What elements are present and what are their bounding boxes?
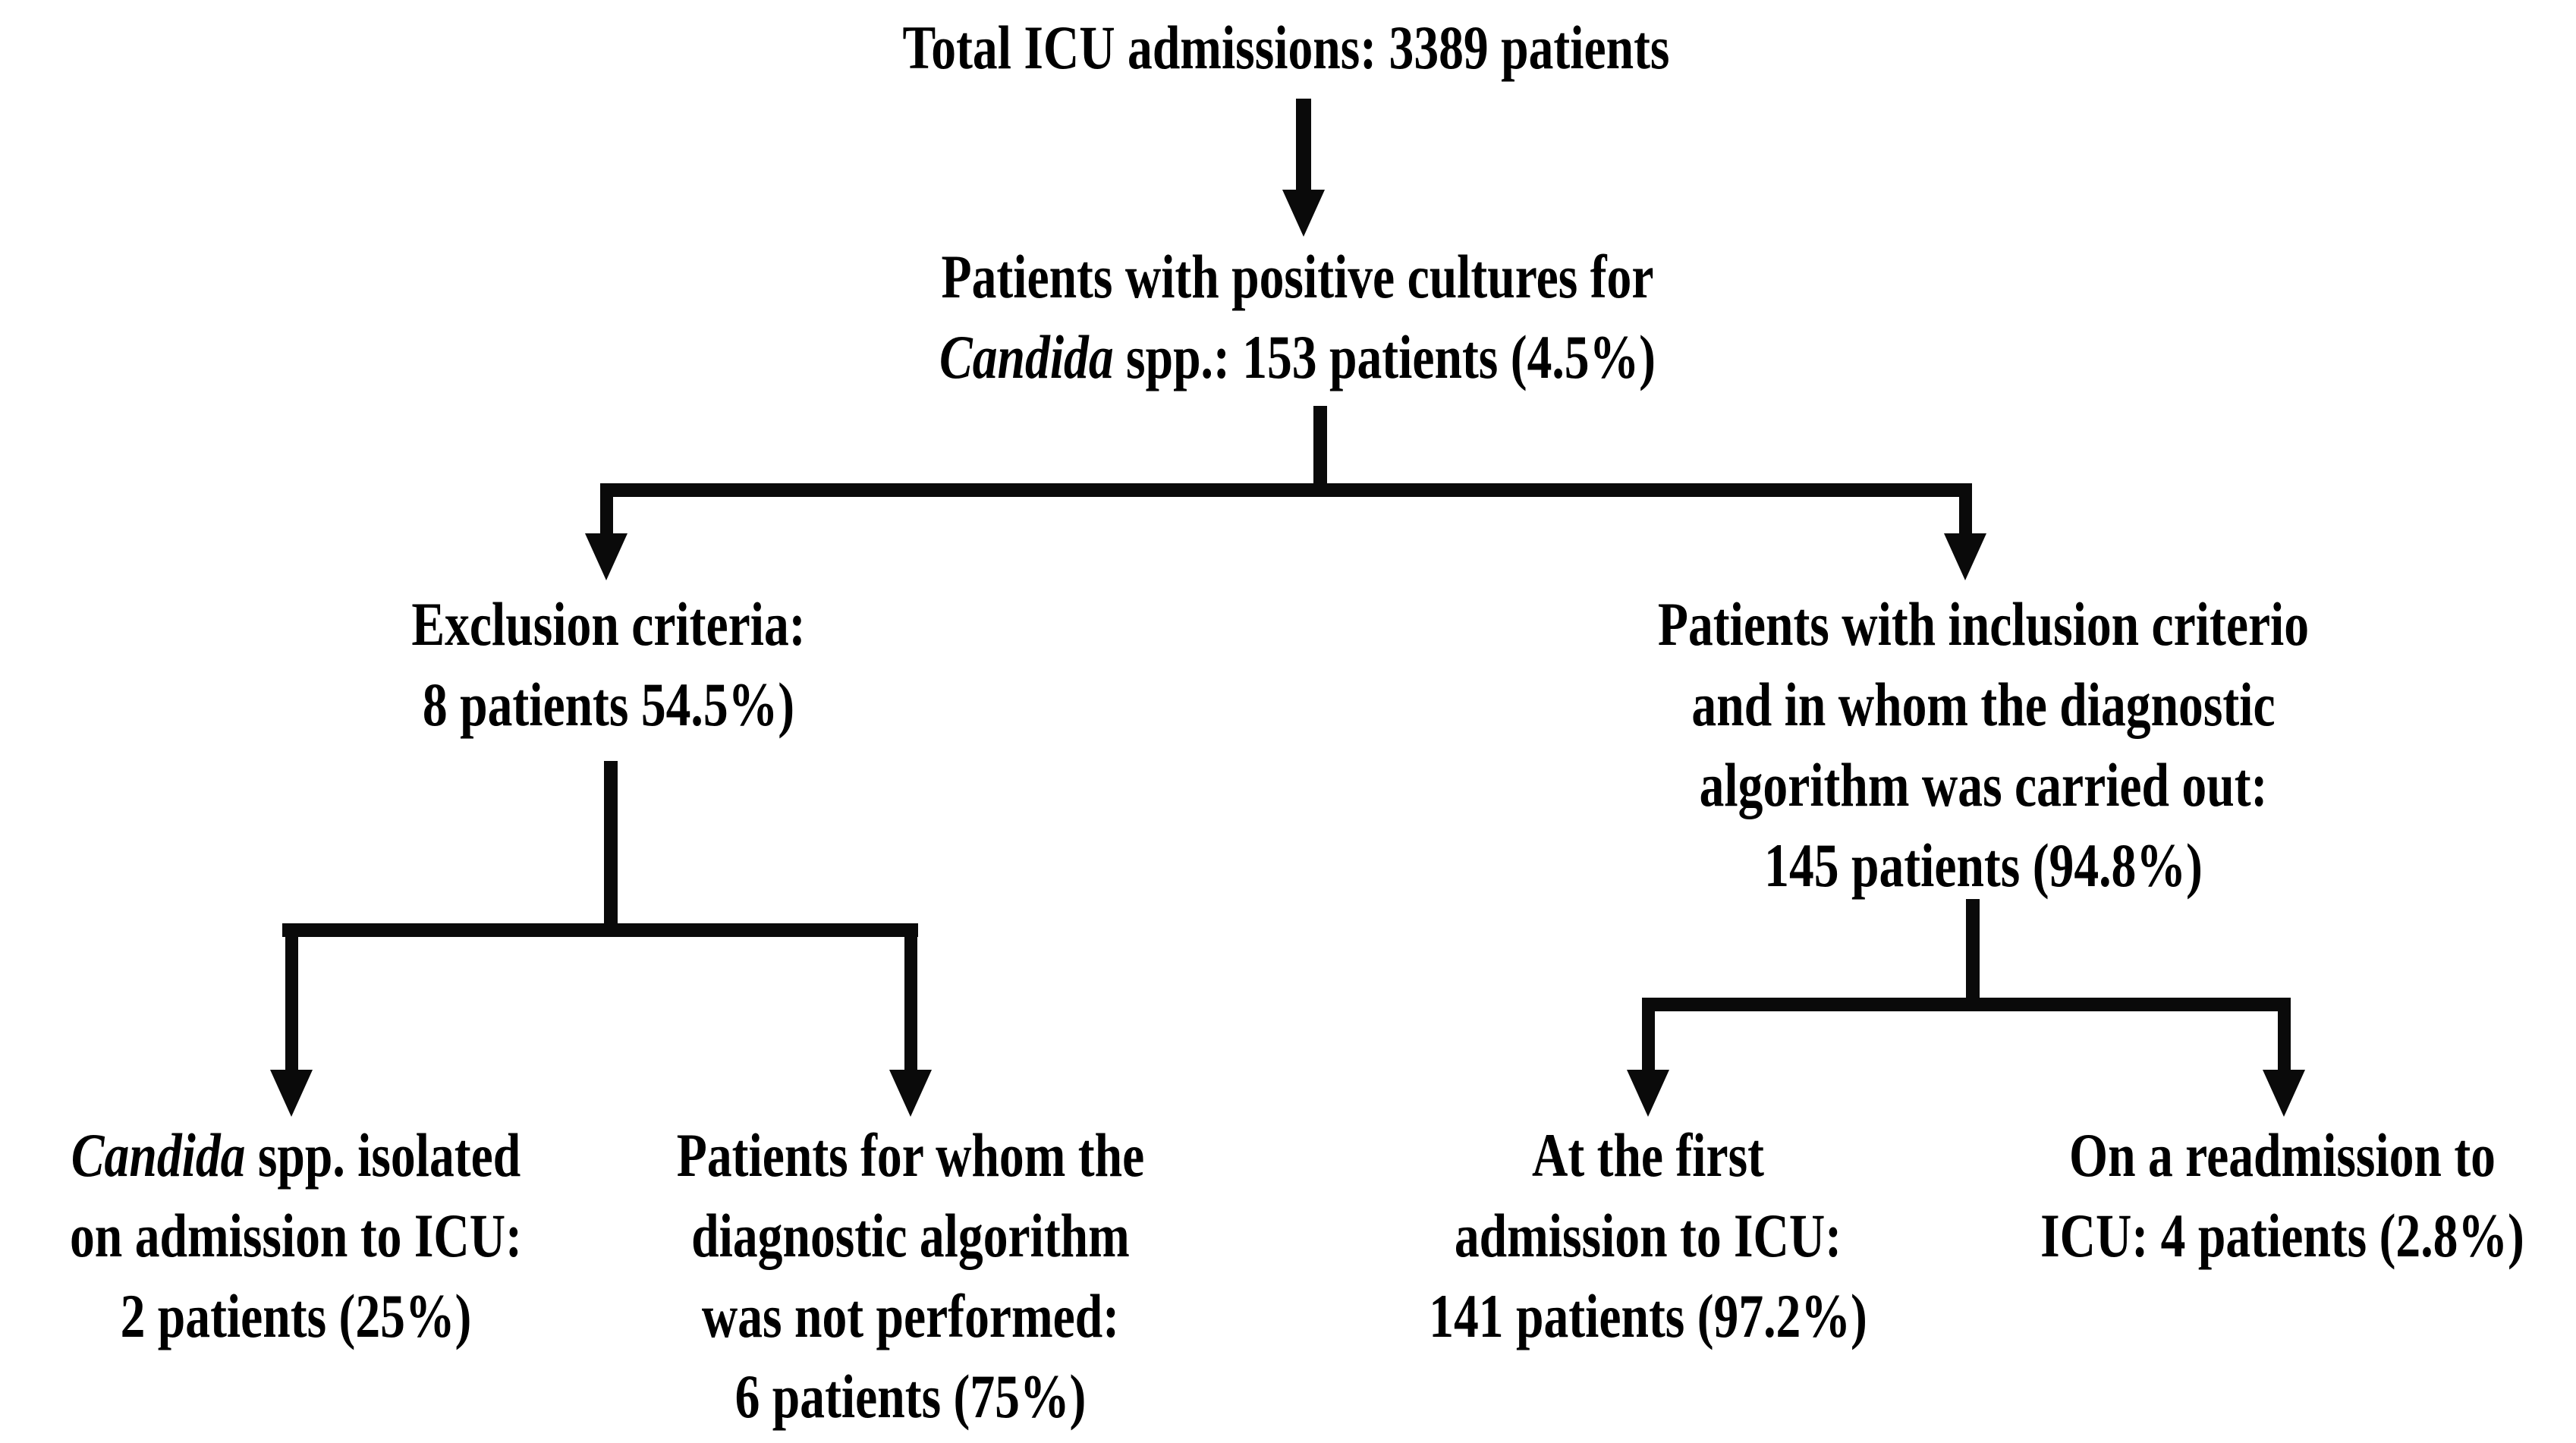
- text-line: admission to ICU:: [1429, 1196, 1867, 1276]
- text-segment: spp. isolated: [245, 1121, 521, 1190]
- text-segment: On a readmission to: [2069, 1121, 2496, 1190]
- text-segment: algorithm was carried out:: [1699, 750, 2268, 819]
- text-line: and in whom the diagnostic: [1658, 665, 2309, 745]
- text-segment: ICU: 4 patients (2.8%): [2040, 1201, 2524, 1270]
- text-segment: 8 patients 54.5%): [422, 670, 795, 739]
- text-line: algorithm was carried out:: [1658, 745, 2309, 825]
- text-line: 2 patients (25%): [70, 1276, 522, 1357]
- text-line: diagnostic algorithm: [677, 1196, 1144, 1276]
- node-candida-isolated-on-admission: Candida spp. isolated on admission to ICU…: [70, 1115, 522, 1357]
- connector-bar-split2: [282, 923, 918, 937]
- node-inclusion-criteria: Patients with inclusion criterio and in w…: [1658, 584, 2309, 906]
- italic-text-segment: Candida: [939, 322, 1114, 391]
- connector-stem-cultures: [1313, 406, 1327, 486]
- connector-drop-split1-right: [1959, 497, 1972, 535]
- text-segment: Exclusion criteria:: [411, 589, 806, 659]
- text-segment: 6 patients (75%): [734, 1362, 1087, 1431]
- text-line: 145 patients (94.8%): [1658, 825, 2309, 906]
- text-line: On a readmission to: [2040, 1115, 2524, 1196]
- node-readmission: On a readmission to ICU: 4 patients (2.8%…: [2040, 1115, 2524, 1276]
- text-segment: on admission to ICU:: [70, 1201, 522, 1270]
- node-total-icu-admissions: Total ICU admissions: 3389 patients: [903, 8, 1670, 88]
- text-line: on admission to ICU:: [70, 1196, 522, 1276]
- text-line: At the first: [1429, 1115, 1867, 1196]
- connector-drop-split1-left: [600, 497, 613, 535]
- arrowhead-total-to-cultures: [1282, 190, 1325, 237]
- text-segment: was not performed:: [701, 1281, 1120, 1350]
- text-segment: Patients with inclusion criterio: [1657, 589, 2310, 659]
- text-line: Total ICU admissions: 3389 patients: [903, 8, 1670, 88]
- text-line: 141 patients (97.2%): [1429, 1276, 1867, 1357]
- text-line: ICU: 4 patients (2.8%): [2040, 1196, 2524, 1276]
- text-segment: and in whom the diagnostic: [1691, 670, 2276, 739]
- text-segment: admission to ICU:: [1454, 1201, 1842, 1270]
- connector-drop-split3-left: [1642, 1011, 1655, 1073]
- arrowhead-algorithm-not-performed: [889, 1070, 932, 1117]
- text-line: Patients for whom the: [677, 1115, 1144, 1196]
- italic-text-segment: Candida: [71, 1121, 246, 1190]
- arrowhead-first-admission: [1627, 1070, 1669, 1117]
- text-segment: 2 patients (25%): [120, 1281, 472, 1350]
- connector-bar-split3: [1642, 998, 2291, 1011]
- text-segment: 145 patients (94.8%): [1764, 831, 2203, 900]
- arrowhead-exclusion: [585, 533, 627, 580]
- text-line: Patients with positive cultures for: [939, 237, 1656, 317]
- arrowhead-candida-isolated: [270, 1070, 313, 1117]
- text-segment: spp.: 153 patients (4.5%): [1113, 322, 1656, 391]
- text-segment: Total ICU admissions: 3389 patients: [902, 13, 1670, 82]
- text-segment: diagnostic algorithm: [691, 1201, 1130, 1270]
- text-line: Patients with inclusion criterio: [1658, 584, 2309, 665]
- arrow-shaft-total-to-cultures: [1296, 99, 1311, 194]
- node-positive-cultures: Patients with positive cultures for Candi…: [939, 237, 1656, 398]
- arrowhead-inclusion: [1944, 533, 1986, 580]
- text-line: 8 patients 54.5%): [411, 665, 805, 745]
- text-line: was not performed:: [677, 1276, 1144, 1357]
- text-segment: 141 patients (97.2%): [1429, 1281, 1867, 1350]
- arrowhead-readmission: [2263, 1070, 2305, 1117]
- connector-stem-exclusion: [604, 761, 618, 929]
- connector-stem-inclusion: [1966, 899, 1980, 1001]
- connector-drop-split2-left: [285, 937, 298, 1071]
- text-line: 6 patients (75%): [677, 1357, 1144, 1437]
- text-line: Candida spp. isolated: [70, 1115, 522, 1196]
- text-segment: Patients with positive cultures for: [941, 242, 1654, 311]
- connector-bar-split1: [600, 483, 1972, 497]
- connector-drop-split2-right: [904, 937, 917, 1071]
- node-first-admission: At the first admission to ICU: 141 patient…: [1429, 1115, 1867, 1357]
- node-exclusion-criteria: Exclusion criteria: 8 patients 54.5%): [411, 584, 805, 745]
- connector-drop-split3-right: [2278, 1011, 2291, 1073]
- node-algorithm-not-performed: Patients for whom the diagnostic algorith…: [677, 1115, 1144, 1437]
- text-line: Exclusion criteria:: [411, 584, 805, 665]
- text-line: Candida spp.: 153 patients (4.5%): [939, 317, 1656, 398]
- text-segment: Patients for whom the: [676, 1121, 1145, 1190]
- text-segment: At the first: [1531, 1121, 1765, 1190]
